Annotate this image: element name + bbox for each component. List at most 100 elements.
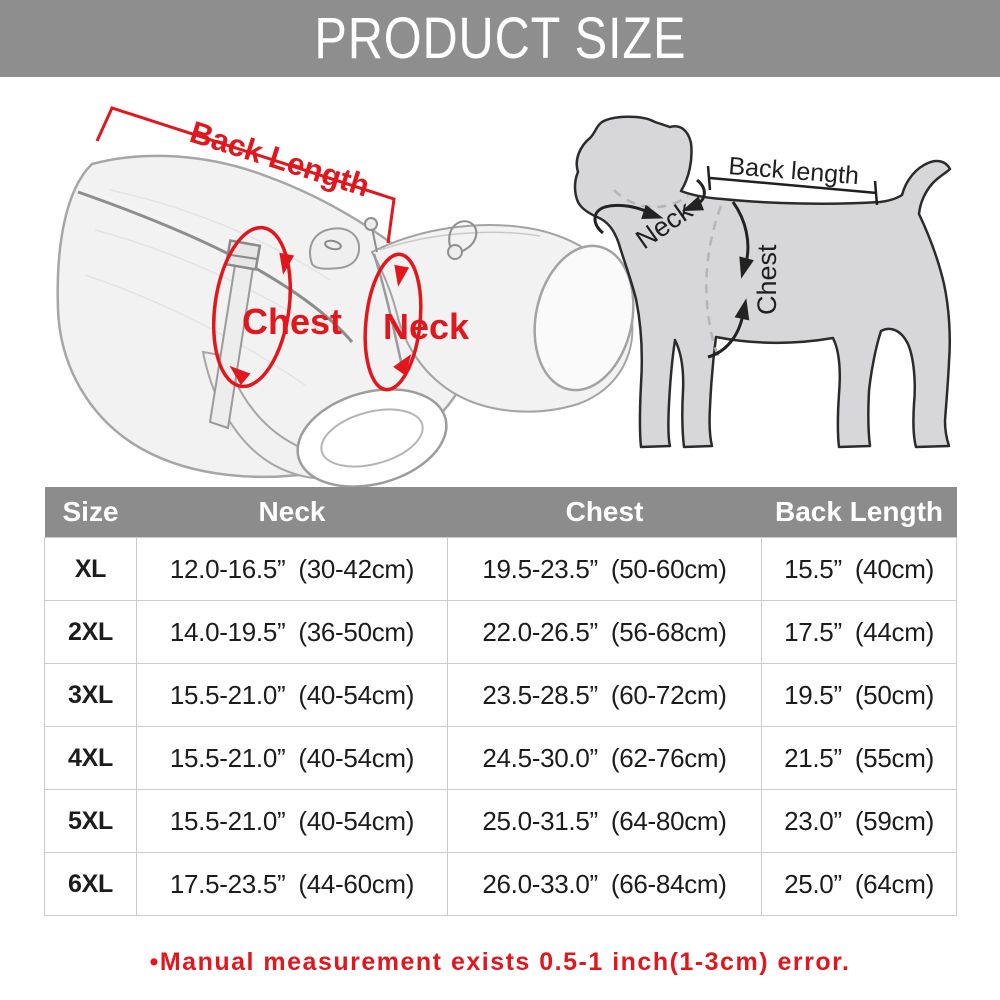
jacket-chest-label: Chest — [242, 301, 342, 342]
neck-dashed-line — [613, 189, 689, 209]
table-row: 6XL 17.5-23.5” (44-60cm) 26.0-33.0” (66-84… — [44, 852, 957, 916]
table-row: XL 12.0-16.5” (30-42cm) 19.5-23.5” (50-60c… — [44, 537, 957, 601]
chest-value: 26.0-33.0” (66-84cm) — [447, 852, 762, 916]
measurement-error-note: •Manual measurement exists 0.5-1 inch(1-… — [149, 948, 851, 976]
chest-inches: 24.5-30.0” — [482, 742, 598, 773]
header-banner: PRODUCT SIZE — [0, 0, 1000, 77]
drawcord-loop — [448, 220, 478, 254]
back-inches: 25.0” — [784, 868, 842, 899]
chest-inches: 23.5-28.5” — [482, 679, 598, 710]
column-header-size: Size — [44, 487, 137, 538]
chest-inches: 22.0-26.5” — [482, 616, 598, 647]
size-value: 2XL — [44, 600, 137, 664]
chest-cm: (64-80cm) — [610, 805, 727, 836]
neck-inches: 15.5-21.0” — [169, 679, 286, 710]
chest-cm: (60-72cm) — [610, 679, 727, 710]
neck-value: 14.0-19.5” (36-50cm) — [136, 600, 448, 664]
jacket-neck-label: Neck — [383, 306, 470, 347]
dog-chest-label: Chest — [752, 244, 782, 315]
column-header-chest: Chest — [447, 487, 762, 538]
back-inches: 15.5” — [784, 553, 842, 584]
back-inches: 23.0” — [784, 805, 842, 836]
chest-inches: 26.0-33.0” — [482, 868, 598, 899]
chest-value: 25.0-31.5” (64-80cm) — [447, 789, 762, 853]
back-length-value: 21.5” (55cm) — [761, 726, 957, 790]
size-chart-table: Size Neck Chest Back Length XL 12.0-16.5… — [44, 487, 957, 916]
table-row: 2XL 14.0-19.5” (36-50cm) 22.0-26.5” (56-68… — [44, 600, 957, 664]
neck-inches: 15.5-21.0” — [169, 805, 286, 836]
back-length-value: 17.5” (44cm) — [761, 600, 957, 664]
table-row: 4XL 15.5-21.0” (40-54cm) 24.5-30.0” (62-76… — [44, 726, 957, 790]
table-row: 5XL 15.5-21.0” (40-54cm) 25.0-31.5” (64-80… — [44, 789, 957, 853]
neck-cm: (40-54cm) — [298, 805, 415, 836]
back-cm: (40cm) — [854, 553, 934, 584]
jacket-leg-strap-inner — [320, 408, 424, 468]
back-length-value: 19.5” (50cm) — [761, 663, 957, 727]
jacket-red-annotations — [95, 106, 423, 392]
size-value: 4XL — [44, 726, 137, 790]
column-header-neck: Neck — [136, 487, 448, 538]
back-inches: 17.5” — [784, 616, 842, 647]
neck-inches: 14.0-19.5” — [169, 616, 286, 647]
back-cm: (64cm) — [854, 868, 934, 899]
neck-inches: 12.0-16.5” — [169, 553, 286, 584]
drawcord-toggle-icon — [447, 244, 463, 260]
neck-value: 15.5-21.0” (40-54cm) — [136, 663, 448, 727]
drawcord-toggle-icon — [364, 217, 378, 231]
neck-value: 15.5-21.0” (40-54cm) — [136, 789, 448, 853]
measurement-illustrations: Back Length Chest Neck Back length Neck … — [56, 106, 952, 488]
neck-value: 17.5-23.5” (44-60cm) — [136, 852, 448, 916]
jacket-collar-edge — [379, 231, 541, 251]
fabric-texture-line — [84, 274, 306, 386]
chest-value: 22.0-26.5” (56-68cm) — [447, 600, 762, 664]
chest-cm: (56-68cm) — [610, 616, 727, 647]
drawcord — [371, 227, 378, 253]
back-cm: (50cm) — [854, 679, 934, 710]
back-length-value: 15.5” (40cm) — [761, 537, 957, 601]
page-title: PRODUCT SIZE — [314, 6, 686, 71]
back-length-value: 23.0” (59cm) — [761, 789, 957, 853]
back-cm: (44cm) — [854, 616, 934, 647]
chest-inches: 25.0-31.5” — [482, 805, 598, 836]
back-inches: 19.5” — [784, 679, 842, 710]
fabric-texture-line — [94, 229, 321, 331]
size-value: 6XL — [44, 852, 137, 916]
size-value: 3XL — [44, 663, 137, 727]
chest-cm: (62-76cm) — [610, 742, 727, 773]
jacket-buckle-bar — [230, 254, 258, 260]
neck-inches: 15.5-21.0” — [169, 742, 286, 773]
chest-measure-loop — [211, 225, 293, 389]
fabric-texture-line — [109, 189, 331, 281]
jacket-buttonhole — [324, 239, 342, 251]
size-value: 5XL — [44, 789, 137, 853]
chest-value: 23.5-28.5” (60-72cm) — [447, 663, 762, 727]
back-length-bracket — [95, 106, 396, 244]
neck-value: 12.0-16.5” (30-42cm) — [136, 537, 448, 601]
neck-value: 15.5-21.0” (40-54cm) — [136, 726, 448, 790]
chest-cm: (66-84cm) — [610, 868, 727, 899]
table-row: 3XL 15.5-21.0” (40-54cm) 23.5-28.5” (60-72… — [44, 663, 957, 727]
neck-cm: (40-54cm) — [298, 742, 415, 773]
back-inches: 21.5” — [784, 742, 842, 773]
neck-cm: (40-54cm) — [298, 679, 415, 710]
neck-cm: (36-50cm) — [298, 616, 415, 647]
jacket-collar-opening — [533, 244, 635, 392]
neck-measure-loop — [363, 252, 423, 392]
table-header-row: Size Neck Chest Back Length — [44, 487, 957, 538]
back-cm: (59cm) — [854, 805, 934, 836]
chest-cm: (50-60cm) — [610, 553, 727, 584]
neck-cm: (44-60cm) — [298, 868, 415, 899]
jacket-collar-seam — [372, 253, 404, 367]
back-length-value: 25.0” (64cm) — [761, 852, 957, 916]
dog-illustration: Back length Neck Chest — [573, 115, 952, 449]
dog-back-length-label: Back length — [728, 152, 860, 190]
chest-value: 19.5-23.5” (50-60cm) — [447, 537, 762, 601]
jacket-illustration: Back Length Chest Neck — [56, 106, 635, 488]
size-value: XL — [44, 537, 137, 601]
neck-inches: 17.5-23.5” — [169, 868, 286, 899]
dog-silhouette — [573, 115, 952, 449]
neck-cm: (30-42cm) — [298, 553, 415, 584]
back-cm: (55cm) — [854, 742, 934, 773]
column-header-back-length: Back Length — [761, 487, 957, 538]
chest-value: 24.5-30.0” (62-76cm) — [447, 726, 762, 790]
